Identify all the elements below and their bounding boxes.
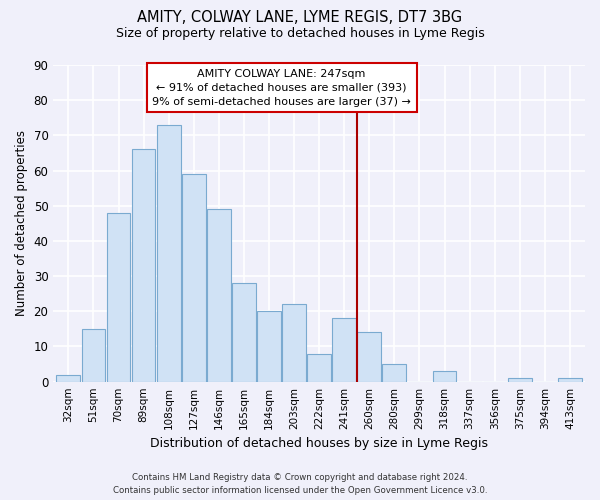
Bar [282, 304, 306, 382]
Bar [82, 329, 106, 382]
Y-axis label: Number of detached properties: Number of detached properties [15, 130, 28, 316]
Bar [307, 354, 331, 382]
Bar [558, 378, 582, 382]
X-axis label: Distribution of detached houses by size in Lyme Regis: Distribution of detached houses by size … [150, 437, 488, 450]
Bar [207, 210, 231, 382]
Bar [257, 312, 281, 382]
Bar [358, 332, 381, 382]
Text: AMITY COLWAY LANE: 247sqm
← 91% of detached houses are smaller (393)
9% of semi-: AMITY COLWAY LANE: 247sqm ← 91% of detac… [152, 68, 411, 106]
Bar [107, 213, 130, 382]
Bar [182, 174, 206, 382]
Bar [433, 371, 457, 382]
Bar [332, 318, 356, 382]
Text: AMITY, COLWAY LANE, LYME REGIS, DT7 3BG: AMITY, COLWAY LANE, LYME REGIS, DT7 3BG [137, 10, 463, 25]
Bar [508, 378, 532, 382]
Bar [56, 374, 80, 382]
Bar [232, 283, 256, 382]
Bar [131, 150, 155, 382]
Text: Contains HM Land Registry data © Crown copyright and database right 2024.
Contai: Contains HM Land Registry data © Crown c… [113, 474, 487, 495]
Text: Size of property relative to detached houses in Lyme Regis: Size of property relative to detached ho… [116, 28, 484, 40]
Bar [157, 125, 181, 382]
Bar [382, 364, 406, 382]
